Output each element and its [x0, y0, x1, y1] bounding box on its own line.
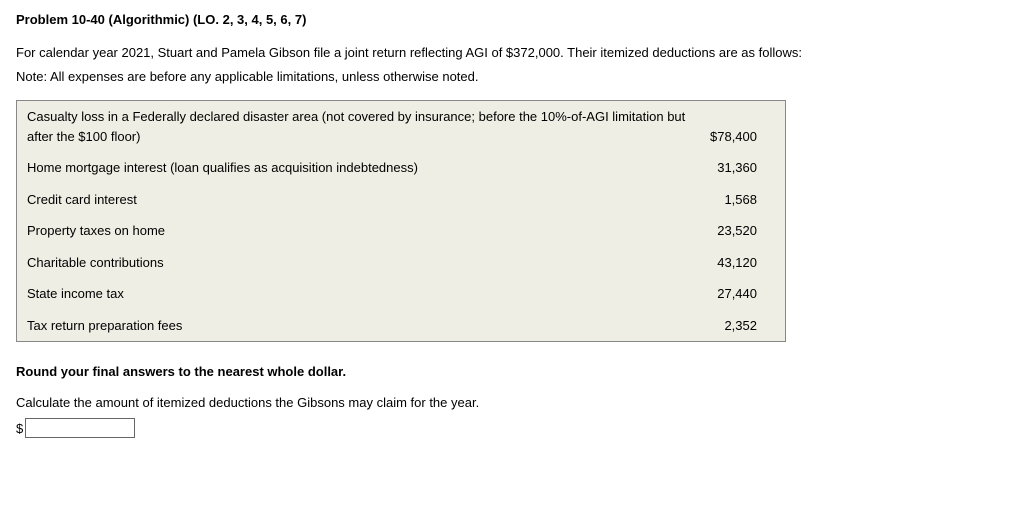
- deduction-label: Property taxes on home: [17, 215, 701, 247]
- table-row: Credit card interest 1,568: [17, 184, 786, 216]
- table-row: Tax return preparation fees 2,352: [17, 310, 786, 342]
- table-row: Home mortgage interest (loan qualifies a…: [17, 152, 786, 184]
- rounding-note: Round your final answers to the nearest …: [16, 364, 1008, 379]
- deduction-amount: 43,120: [700, 247, 786, 279]
- deduction-amount: 1,568: [700, 184, 786, 216]
- deduction-amount: 2,352: [700, 310, 786, 342]
- currency-symbol: $: [16, 421, 23, 436]
- calculation-prompt: Calculate the amount of itemized deducti…: [16, 395, 1008, 410]
- deduction-amount: 23,520: [700, 215, 786, 247]
- deduction-label: Tax return preparation fees: [17, 310, 701, 342]
- table-row: State income tax 27,440: [17, 278, 786, 310]
- deduction-amount: $78,400: [700, 101, 786, 153]
- deduction-label: Credit card interest: [17, 184, 701, 216]
- answer-row: $: [16, 418, 1008, 438]
- deduction-amount: 31,360: [700, 152, 786, 184]
- deduction-amount: 27,440: [700, 278, 786, 310]
- intro-text: For calendar year 2021, Stuart and Pamel…: [16, 43, 1008, 63]
- table-row: Charitable contributions 43,120: [17, 247, 786, 279]
- deductions-table: Casualty loss in a Federally declared di…: [16, 100, 786, 342]
- answer-input[interactable]: [25, 418, 135, 438]
- problem-title: Problem 10-40 (Algorithmic) (LO. 2, 3, 4…: [16, 12, 1008, 27]
- deduction-label: Home mortgage interest (loan qualifies a…: [17, 152, 701, 184]
- deduction-label: State income tax: [17, 278, 701, 310]
- table-row: Casualty loss in a Federally declared di…: [17, 101, 786, 153]
- deduction-label: Casualty loss in a Federally declared di…: [17, 101, 701, 153]
- table-row: Property taxes on home 23,520: [17, 215, 786, 247]
- note-text: Note: All expenses are before any applic…: [16, 67, 1008, 87]
- deduction-label: Charitable contributions: [17, 247, 701, 279]
